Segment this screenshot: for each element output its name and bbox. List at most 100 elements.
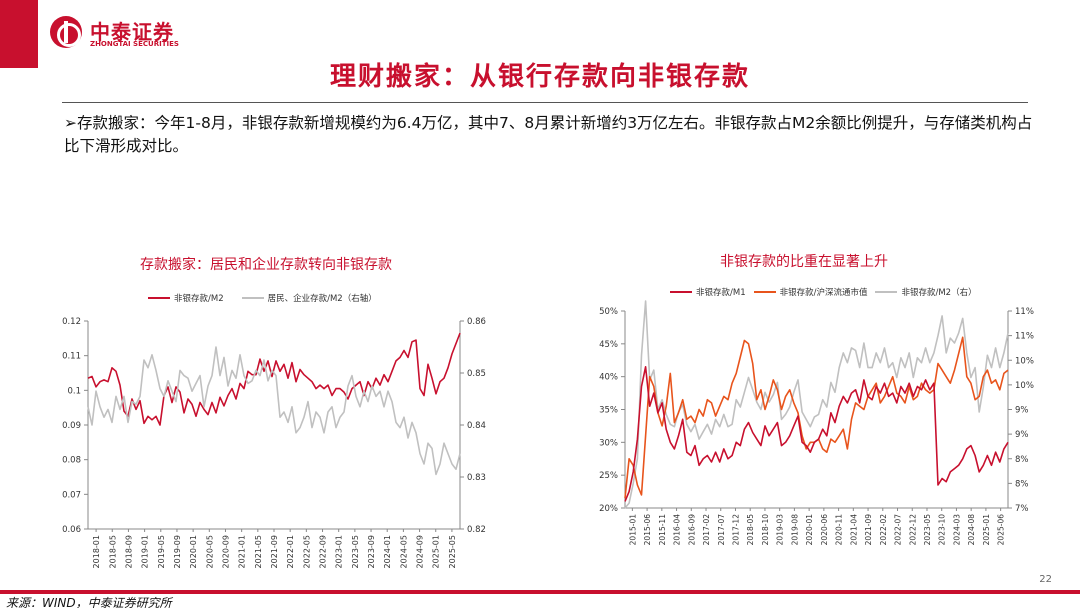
left-tick-label: 0.07 xyxy=(62,490,81,500)
right-tick-label: 8% xyxy=(1015,479,1029,489)
legend-swatch-nonbank-m1 xyxy=(670,291,692,293)
left-tick-label: 40% xyxy=(599,373,618,383)
x-tick-label: 2019-01 xyxy=(141,535,150,568)
title-divider xyxy=(62,102,1028,103)
legend-swatch-nonbank-m2-right xyxy=(875,291,898,293)
x-tick-label: 2020-06 xyxy=(820,514,829,546)
chart2-legend: 非银存款/M1 非银存款/沪深流通市值 非银存款/M2（右） xyxy=(662,286,977,298)
series-line-0 xyxy=(87,332,461,426)
x-tick-label: 2018-05 xyxy=(746,514,755,546)
x-tick-label: 2015-01 xyxy=(628,514,637,546)
x-tick-label: 2025-05 xyxy=(448,535,457,568)
left-tick-label: 25% xyxy=(599,471,618,481)
left-tick-label: 50% xyxy=(599,307,618,317)
x-tick-label: 2024-05 xyxy=(399,535,408,568)
slide-title: 理财搬家：从银行存款向非银存款 xyxy=(329,62,750,92)
x-tick-label: 2021-09 xyxy=(864,514,873,546)
logo-mark-icon xyxy=(50,16,82,48)
left-tick-label: 45% xyxy=(599,340,618,350)
x-tick-label: 2021-09 xyxy=(270,535,279,568)
x-tick-label: 2015-11 xyxy=(658,514,667,546)
logo-name-en: ZHONGTAI SECURITIES xyxy=(90,40,179,48)
x-tick-label: 2022-02 xyxy=(879,514,888,546)
legend-swatch-nonbank-m2 xyxy=(148,297,170,299)
x-tick-label: 2023-10 xyxy=(938,514,947,546)
company-logo: 中泰证券 ZHONGTAI SECURITIES xyxy=(50,14,190,54)
x-tick-label: 2024-03 xyxy=(952,514,961,546)
x-tick-label: 2018-10 xyxy=(761,514,770,546)
x-tick-label: 2017-07 xyxy=(717,514,726,546)
legend-label-nonbank-m2: 非银存款/M2 xyxy=(174,294,224,304)
x-tick-label: 2019-05 xyxy=(157,535,166,568)
x-tick-label: 2017-12 xyxy=(731,514,740,546)
x-tick-label: 2025-01 xyxy=(982,514,991,546)
x-tick-label: 2021-04 xyxy=(849,514,858,546)
x-tick-label: 2019-03 xyxy=(776,514,785,546)
x-tick-label: 2022-09 xyxy=(319,535,328,568)
x-tick-label: 2023-05 xyxy=(351,535,360,568)
x-tick-label: 2022-01 xyxy=(286,535,295,568)
x-tick-label: 2022-07 xyxy=(894,514,903,546)
x-tick-label: 2016-04 xyxy=(673,514,682,546)
x-tick-label: 2018-01 xyxy=(92,535,101,568)
x-tick-label: 2024-09 xyxy=(416,535,425,568)
brand-side-bar xyxy=(0,0,38,68)
right-tick-label: 9% xyxy=(1015,430,1029,440)
right-tick-label: 10% xyxy=(1015,356,1034,366)
source-note: 来源：WIND，中泰证券研究所 xyxy=(6,596,172,608)
x-tick-label: 2015-06 xyxy=(643,514,652,546)
x-tick-label: 2022-05 xyxy=(302,535,311,568)
legend-swatch-household-m2 xyxy=(241,297,264,299)
x-tick-label: 2018-05 xyxy=(108,535,117,568)
series-line-2 xyxy=(624,366,1009,502)
bullet-point: ➢存款搬家：今年1-8月，非银存款新增规模约为6.4万亿，其中7、8月累计新增约… xyxy=(64,112,1034,158)
left-tick-label: 0.12 xyxy=(62,317,81,327)
x-tick-label: 2019-09 xyxy=(173,535,182,568)
x-tick-label: 2021-01 xyxy=(238,535,247,568)
chart1-plot: 0.06 0.07 0.08 0.09 0.1 0.11 0.12 0.82 0.83 0.84 0… xyxy=(62,317,486,568)
brand-bottom-bar xyxy=(0,590,1080,594)
right-tick-label: 0.85 xyxy=(467,369,486,379)
left-tick-label: 35% xyxy=(599,406,618,416)
right-tick-label: 11% xyxy=(1015,307,1034,317)
x-tick-label: 2017-02 xyxy=(702,514,711,546)
right-tick-label: 10% xyxy=(1015,381,1034,391)
legend-label-household-m2: 居民、企业存款/M2（右轴） xyxy=(267,294,377,304)
x-tick-label: 2020-01 xyxy=(805,514,814,546)
left-tick-label: 0.08 xyxy=(62,456,81,466)
x-tick-label: 2018-09 xyxy=(124,535,133,568)
x-tick-label: 2022-12 xyxy=(908,514,917,546)
right-tick-label: 0.83 xyxy=(467,473,486,483)
legend-swatch-nonbank-mktcap xyxy=(753,291,776,293)
left-tick-label: 0.09 xyxy=(62,421,81,431)
series-line-1 xyxy=(624,336,1009,499)
left-tick-label: 0.11 xyxy=(62,352,81,362)
legend-label-nonbank-mktcap: 非银存款/沪深流通市值 xyxy=(779,288,868,298)
right-tick-label: 7% xyxy=(1015,504,1029,514)
right-tick-label: 11% xyxy=(1015,332,1034,342)
chart1-legend: 非银存款/M2 居民、企业存款/M2（右轴） xyxy=(140,292,377,304)
x-tick-label: 2024-01 xyxy=(383,535,392,568)
right-tick-label: 0.84 xyxy=(467,421,486,431)
x-tick-label: 2019-08 xyxy=(790,514,799,546)
right-tick-label: 0.82 xyxy=(467,525,486,535)
arrow-bullet-icon: ➢ xyxy=(64,114,77,132)
left-tick-label: 0.06 xyxy=(62,525,81,535)
x-tick-label: 2023-01 xyxy=(335,535,344,568)
x-tick-label: 2020-05 xyxy=(205,535,214,568)
x-tick-label: 2023-09 xyxy=(367,535,376,568)
x-tick-label: 2025-01 xyxy=(432,535,441,568)
bullet-text: 存款搬家：今年1-8月，非银存款新增规模约为6.4万亿，其中7、8月累计新增约3… xyxy=(64,114,1033,155)
x-tick-label: 2025-06 xyxy=(997,514,1006,546)
legend-label-nonbank-m1: 非银存款/M1 xyxy=(696,288,746,298)
x-tick-label: 2016-09 xyxy=(687,514,696,546)
series-line-1 xyxy=(87,346,461,476)
x-tick-label: 2021-05 xyxy=(254,535,263,568)
x-tick-label: 2024-08 xyxy=(967,514,976,546)
series-line-0 xyxy=(624,300,1009,509)
right-tick-label: 8% xyxy=(1015,455,1029,465)
left-tick-label: 0.1 xyxy=(67,386,81,396)
right-tick-label: 0.86 xyxy=(467,317,486,327)
legend-label-nonbank-m2-right: 非银存款/M2（右） xyxy=(901,288,977,298)
logo-name-cn: 中泰证券 xyxy=(90,20,174,44)
